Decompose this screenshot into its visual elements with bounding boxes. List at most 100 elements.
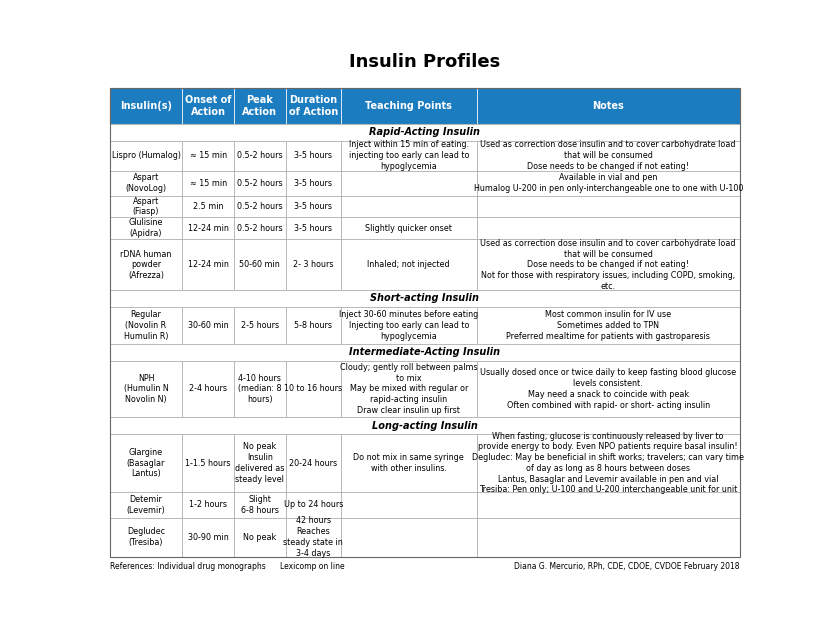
Bar [182, 239, 233, 291]
Bar [109, 171, 182, 196]
Bar [476, 239, 739, 291]
Bar [109, 88, 739, 124]
Text: Long-acting Insulin: Long-acting Insulin [372, 420, 477, 431]
Text: 30-90 min: 30-90 min [187, 532, 229, 541]
Bar [286, 171, 340, 196]
Text: Inhaled; not injected: Inhaled; not injected [367, 260, 450, 269]
Bar [286, 196, 340, 217]
Text: 0.5-2 hours: 0.5-2 hours [237, 151, 282, 160]
Bar [340, 239, 476, 291]
Bar [286, 307, 340, 344]
Bar [286, 88, 340, 124]
Bar [340, 88, 476, 124]
Bar [340, 141, 476, 171]
Bar [109, 196, 182, 217]
Bar [286, 492, 340, 518]
Text: Used as correction dose insulin and to cover carbohydrate load
that will be cons: Used as correction dose insulin and to c… [480, 140, 735, 171]
Text: ≈ 15 min: ≈ 15 min [190, 151, 226, 160]
Bar [182, 217, 233, 239]
Text: 3-5 hours: 3-5 hours [294, 151, 332, 160]
Text: When fasting, glucose is continuously released by liver to
provide energy to bod: When fasting, glucose is continuously re… [472, 431, 744, 495]
Bar [476, 434, 739, 492]
Text: Duration
of Action: Duration of Action [288, 95, 338, 117]
Text: Insulin(s): Insulin(s) [120, 101, 172, 111]
Bar [340, 217, 476, 239]
Bar [286, 434, 340, 492]
Bar [182, 141, 233, 171]
Bar [476, 171, 739, 196]
Bar [286, 239, 340, 291]
Text: References: Individual drug monographs      Lexicomp on line: References: Individual drug monographs L… [109, 562, 344, 571]
Text: Rapid-Acting Insulin: Rapid-Acting Insulin [369, 127, 479, 138]
Bar [109, 344, 739, 360]
Bar [182, 434, 233, 492]
Bar [340, 360, 476, 417]
Bar [233, 217, 286, 239]
Bar [476, 88, 739, 124]
Text: Detemir
(Levemir): Detemir (Levemir) [127, 495, 166, 515]
Bar [233, 88, 286, 124]
Bar [476, 196, 739, 217]
Text: Peak
Action: Peak Action [242, 95, 277, 117]
Bar [476, 141, 739, 171]
Text: Usually dosed once or twice daily to keep fasting blood glucose
levels consisten: Usually dosed once or twice daily to kee… [479, 369, 735, 410]
Text: Slight
6-8 hours: Slight 6-8 hours [241, 495, 278, 515]
Text: 0.5-2 hours: 0.5-2 hours [237, 224, 282, 233]
Text: 2-5 hours: 2-5 hours [240, 321, 278, 330]
Bar [182, 171, 233, 196]
Bar [233, 434, 286, 492]
Text: Aspart
(NovoLog): Aspart (NovoLog) [125, 173, 166, 193]
Bar [182, 307, 233, 344]
Text: Onset of
Action: Onset of Action [185, 95, 231, 117]
Bar [233, 171, 286, 196]
Text: 0.5-2 hours: 0.5-2 hours [237, 179, 282, 188]
Bar [340, 196, 476, 217]
Bar [476, 307, 739, 344]
Bar [109, 518, 182, 557]
Bar [286, 141, 340, 171]
Bar [109, 360, 182, 417]
Text: Notes: Notes [592, 101, 623, 111]
Bar [286, 217, 340, 239]
Bar [109, 124, 739, 141]
Text: Glargine
(Basaglar
Lantus): Glargine (Basaglar Lantus) [127, 448, 165, 478]
Bar [233, 196, 286, 217]
Text: Lispro (Humalog): Lispro (Humalog) [112, 151, 181, 160]
Text: Glulisine
(Apidra): Glulisine (Apidra) [128, 218, 163, 238]
Text: 20-24 hours: 20-24 hours [289, 458, 337, 468]
Text: Do not mix in same syringe
with other insulins.: Do not mix in same syringe with other in… [353, 453, 464, 473]
Bar [233, 239, 286, 291]
Text: 12-24 min: 12-24 min [187, 260, 229, 269]
Text: Degludec
(Tresiba): Degludec (Tresiba) [127, 527, 165, 547]
Bar [340, 307, 476, 344]
Bar [109, 417, 739, 434]
Text: Inject within 15 min of eating.
injecting too early can lead to
hypoglycemia: Inject within 15 min of eating. injectin… [348, 140, 469, 171]
Text: Cloudy; gently roll between palms
to mix
May be mixed with regular or
rapid-acti: Cloudy; gently roll between palms to mix… [339, 363, 477, 415]
Text: 0.5-2 hours: 0.5-2 hours [237, 202, 282, 211]
Text: Slightly quicker onset: Slightly quicker onset [365, 224, 452, 233]
Text: Teaching Points: Teaching Points [365, 101, 452, 111]
Text: 12-24 min: 12-24 min [187, 224, 229, 233]
Text: No peak: No peak [243, 532, 276, 541]
Text: 4-10 hours
(median: 8
hours): 4-10 hours (median: 8 hours) [238, 374, 282, 404]
Text: Aspart
(Fiasp): Aspart (Fiasp) [132, 196, 159, 216]
Text: 2- 3 hours: 2- 3 hours [293, 260, 333, 269]
Text: rDNA human
powder
(Afrezza): rDNA human powder (Afrezza) [120, 250, 171, 280]
Text: 3-5 hours: 3-5 hours [294, 179, 332, 188]
Text: Used as correction dose insulin and to cover carbohydrate load
that will be cons: Used as correction dose insulin and to c… [480, 239, 735, 291]
Bar [233, 518, 286, 557]
Bar [340, 434, 476, 492]
Bar [476, 492, 739, 518]
Bar [233, 492, 286, 518]
Text: Diana G. Mercurio, RPh, CDE, CDOE, CVDOE February 2018: Diana G. Mercurio, RPh, CDE, CDOE, CVDOE… [514, 562, 739, 571]
Bar [233, 360, 286, 417]
Text: ≈ 15 min: ≈ 15 min [190, 179, 226, 188]
Bar [109, 434, 182, 492]
Bar [109, 492, 182, 518]
Text: Insulin Profiles: Insulin Profiles [349, 53, 500, 72]
Text: Available in vial and pen
Humalog U-200 in pen only-interchangeable one to one w: Available in vial and pen Humalog U-200 … [473, 173, 742, 193]
Bar [182, 492, 233, 518]
Text: 10 to 16 hours: 10 to 16 hours [284, 385, 342, 394]
Bar [476, 217, 739, 239]
Text: 2-4 hours: 2-4 hours [189, 385, 227, 394]
